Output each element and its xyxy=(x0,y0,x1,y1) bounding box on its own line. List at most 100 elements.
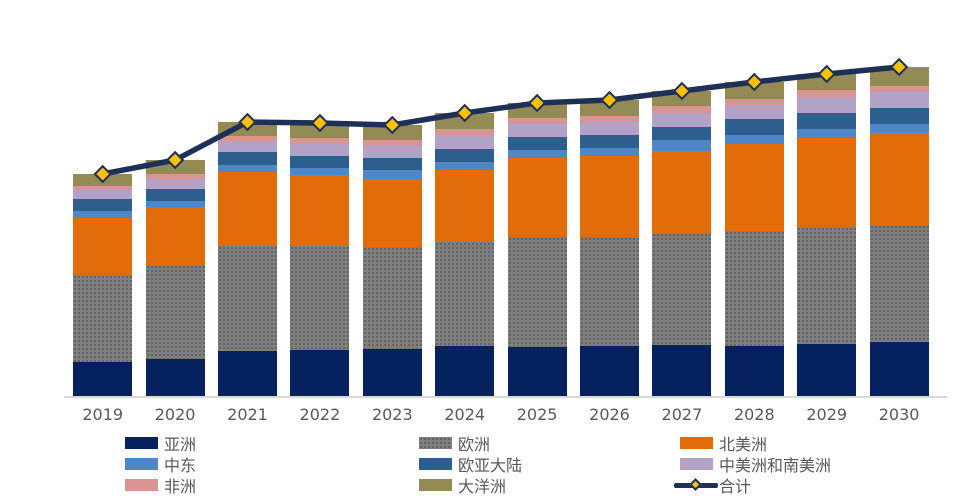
bar-segment-大洋洲 xyxy=(362,125,422,140)
bar-segment-中美洲和南美洲 xyxy=(580,122,639,135)
bar-segment-中东 xyxy=(869,124,929,133)
bar-segment-欧亚大陆 xyxy=(507,137,567,150)
bar-segment-欧洲 xyxy=(73,275,133,362)
chart-legend: 亚洲 中东 非洲 欧洲 欧亚大陆 大洋洲 北美洲 中美洲和南美洲 合计 xyxy=(0,432,969,498)
legend-column-1: 亚洲 中东 非洲 xyxy=(125,432,197,496)
x-tick-label-2022: 2022 xyxy=(299,405,341,424)
bar-segment-欧洲 xyxy=(218,246,277,351)
bar-segment-北美洲 xyxy=(290,175,350,246)
bar-segment-中东 xyxy=(218,165,277,172)
bar-2020 xyxy=(145,160,205,396)
bar-segment-中东 xyxy=(435,162,495,170)
bar-segment-中美洲和南美洲 xyxy=(218,141,277,152)
bar-segment-欧亚大陆 xyxy=(73,199,133,211)
x-tick-label-2027: 2027 xyxy=(661,405,703,424)
x-tick-label-2028: 2028 xyxy=(733,405,775,424)
bar-2025 xyxy=(507,103,567,396)
legend-label-大洋洲: 大洋洲 xyxy=(458,476,507,496)
legend-swatch-欧亚大陆 xyxy=(419,457,452,470)
legend-item-非洲: 非洲 xyxy=(125,474,197,496)
bar-2030 xyxy=(869,67,929,396)
bar-segment-亚洲 xyxy=(724,346,784,396)
bar-segment-北美洲 xyxy=(73,218,133,275)
x-tick-label-2019: 2019 xyxy=(82,405,124,424)
bar-segment-欧亚大陆 xyxy=(724,119,784,135)
bar-segment-欧亚大陆 xyxy=(145,189,205,201)
bar-segment-欧洲 xyxy=(507,237,567,347)
x-tick-label-2025: 2025 xyxy=(516,405,558,424)
bar-segment-中美洲和南美洲 xyxy=(869,92,929,108)
bar-segment-中东 xyxy=(652,140,712,151)
legend-item-北美洲: 北美洲 xyxy=(680,432,831,454)
legend-item-中美洲和南美洲: 中美洲和南美洲 xyxy=(680,453,832,475)
bar-segment-欧洲 xyxy=(145,265,205,359)
bar-2026 xyxy=(580,100,639,396)
bar-2023 xyxy=(362,125,422,396)
bar-2027 xyxy=(652,91,712,396)
bar-segment-欧亚大陆 xyxy=(290,156,350,168)
legend-item-欧洲: 欧洲 xyxy=(419,432,522,454)
bar-segment-中美洲和南美洲 xyxy=(724,106,784,119)
bar-segment-大洋洲 xyxy=(797,74,857,90)
bar-2022 xyxy=(290,123,350,396)
bar-segment-北美洲 xyxy=(797,138,857,227)
bar-segment-欧洲 xyxy=(724,231,784,346)
bar-segment-中东 xyxy=(507,150,567,158)
bar-segment-中东 xyxy=(797,129,857,138)
legend-label-合计: 合计 xyxy=(719,476,752,496)
bar-2029 xyxy=(797,74,857,396)
bar-segment-中东 xyxy=(73,211,133,218)
legend-swatch-北美洲 xyxy=(680,436,713,449)
bar-segment-亚洲 xyxy=(145,359,205,396)
bar-segment-中东 xyxy=(290,168,350,175)
bar-segment-欧亚大陆 xyxy=(797,113,857,129)
bar-segment-亚洲 xyxy=(362,349,422,396)
bar-segment-中美洲和南美洲 xyxy=(435,135,495,149)
legend-label-北美洲: 北美洲 xyxy=(719,434,768,454)
x-tick-label-2020: 2020 xyxy=(154,405,196,424)
bar-segment-中美洲和南美洲 xyxy=(362,146,422,158)
bar-segment-欧洲 xyxy=(435,242,495,346)
bar-segment-欧亚大陆 xyxy=(435,149,495,162)
x-axis-line xyxy=(64,396,947,398)
legend-item-大洋洲: 大洋洲 xyxy=(419,474,522,496)
legend-swatch-中美洲和南美洲 xyxy=(680,457,713,470)
bar-segment-欧亚大陆 xyxy=(652,127,712,140)
bar-segment-北美洲 xyxy=(724,144,784,231)
legend-column-2: 欧洲 欧亚大陆 大洋洲 xyxy=(419,432,522,496)
x-tick-label-2024: 2024 xyxy=(444,405,486,424)
bar-segment-大洋洲 xyxy=(580,100,639,116)
bar-segment-欧洲 xyxy=(580,237,639,346)
bar-segment-大洋洲 xyxy=(869,67,929,86)
bar-segment-欧洲 xyxy=(290,246,350,350)
bar-segment-亚洲 xyxy=(869,342,929,396)
bar-segment-中美洲和南美洲 xyxy=(797,97,857,113)
bar-2019 xyxy=(73,174,133,396)
bar-2024 xyxy=(435,113,495,396)
legend-item-合计: 合计 xyxy=(674,474,831,496)
legend-item-欧亚大陆: 欧亚大陆 xyxy=(419,453,522,475)
legend-item-亚洲: 亚洲 xyxy=(125,432,196,454)
bar-segment-亚洲 xyxy=(73,362,133,396)
legend-label-欧洲: 欧洲 xyxy=(458,434,491,454)
x-tick-label-2023: 2023 xyxy=(371,405,413,424)
bar-segment-非洲 xyxy=(797,90,857,97)
legend-label-非洲: 非洲 xyxy=(164,476,197,496)
bar-2028 xyxy=(724,82,784,396)
bar-segment-北美洲 xyxy=(507,158,567,237)
bar-segment-亚洲 xyxy=(290,350,350,396)
bar-segment-北美洲 xyxy=(362,179,422,247)
bar-segment-大洋洲 xyxy=(724,82,784,99)
bar-segment-北美洲 xyxy=(435,170,495,242)
bar-segment-欧亚大陆 xyxy=(218,152,277,165)
x-tick-label-2021: 2021 xyxy=(227,405,268,424)
legend-column-3: 北美洲 中美洲和南美洲 合计 xyxy=(674,432,832,496)
bar-segment-欧洲 xyxy=(652,233,712,345)
legend-label-中美洲和南美洲: 中美洲和南美洲 xyxy=(719,455,832,475)
bar-segment-中东 xyxy=(145,201,205,207)
bar-segment-中美洲和南美洲 xyxy=(652,113,712,127)
bar-segment-大洋洲 xyxy=(435,113,495,129)
bar-segment-北美洲 xyxy=(869,133,929,225)
bar-segment-中美洲和南美洲 xyxy=(507,124,567,137)
